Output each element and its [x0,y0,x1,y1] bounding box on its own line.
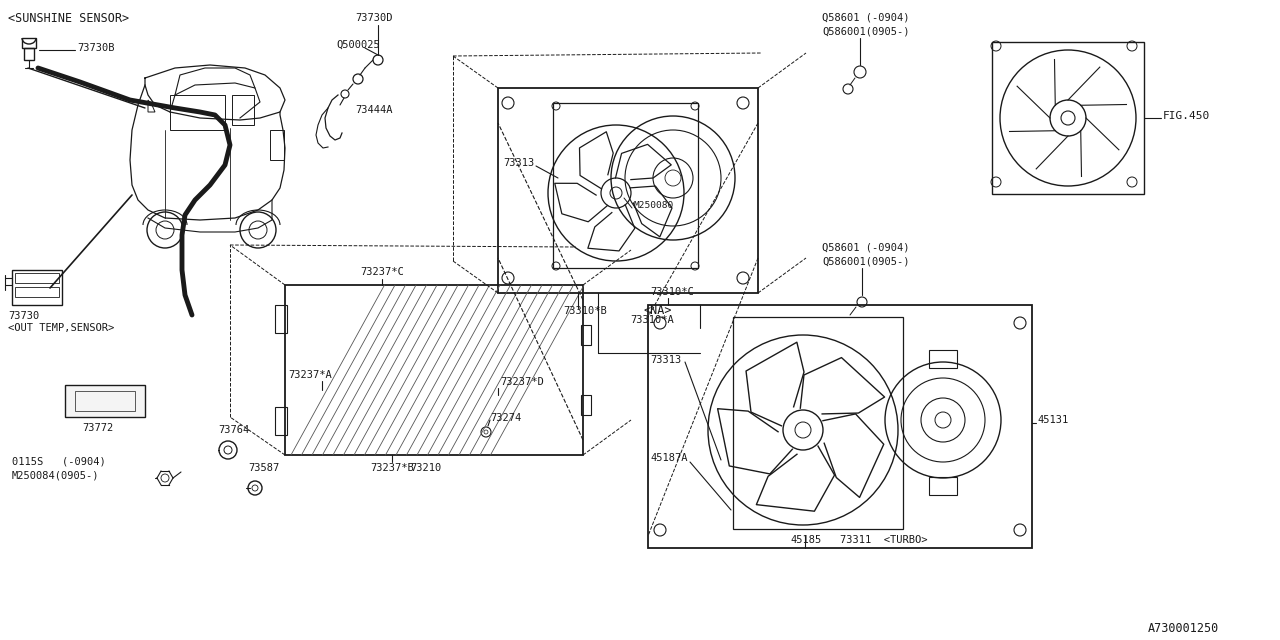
Text: M250084(0905-): M250084(0905-) [12,470,100,480]
Text: 45185: 45185 [790,535,822,545]
Bar [275,305,287,333]
Bar [553,103,698,268]
Text: Q58601 (-0904): Q58601 (-0904) [822,243,910,253]
Text: 73237*A: 73237*A [288,370,332,380]
Bar [498,88,758,293]
Text: <OUT TEMP,SENSOR>: <OUT TEMP,SENSOR> [8,323,114,333]
Text: Q586001(0905-): Q586001(0905-) [822,257,910,267]
Bar [581,395,591,415]
Bar [12,270,61,305]
Text: 73237*B: 73237*B [370,463,413,473]
Text: <NA>: <NA> [643,305,672,317]
Text: 73764: 73764 [218,425,250,435]
Text: 73237*C: 73237*C [360,267,403,277]
Bar [285,285,582,455]
Text: 73237*D: 73237*D [500,377,544,387]
Bar [24,48,35,60]
Bar [275,407,287,435]
Text: 73274: 73274 [490,413,521,423]
Text: M250080: M250080 [634,200,675,209]
Text: 73313: 73313 [503,158,534,168]
Bar [929,477,957,495]
Text: 73772: 73772 [82,423,113,433]
Bar [65,385,145,417]
Text: 73730B: 73730B [77,43,114,53]
Text: 73444A: 73444A [355,105,393,115]
Text: 73313: 73313 [650,355,681,365]
Text: 73730: 73730 [8,311,40,321]
Text: Q500025: Q500025 [335,40,380,50]
Text: 45187A: 45187A [650,453,687,463]
Text: <SUNSHINE SENSOR>: <SUNSHINE SENSOR> [8,12,129,24]
Text: 73210: 73210 [410,463,442,473]
Text: 0115S   (-0904): 0115S (-0904) [12,457,106,467]
Bar [581,325,591,345]
Text: Q586001(0905-): Q586001(0905-) [822,27,910,37]
Bar [15,273,59,283]
Text: 73310*A: 73310*A [630,315,673,325]
Bar [992,42,1144,194]
Bar [270,130,284,160]
Text: A730001250: A730001250 [1148,621,1220,634]
Bar [232,95,253,125]
Bar [929,350,957,368]
Bar [15,287,59,297]
Text: Q58601 (-0904): Q58601 (-0904) [822,13,910,23]
Text: FIG.450: FIG.450 [1164,111,1211,121]
Bar [22,38,36,48]
Text: 73587: 73587 [248,463,279,473]
Text: 73310*C: 73310*C [650,287,694,297]
Text: 73311  <TURBO>: 73311 <TURBO> [840,535,928,545]
Bar [76,391,134,411]
Bar [733,317,902,529]
Text: 73310*B: 73310*B [563,306,607,316]
Bar [648,305,1032,548]
Text: 73730D: 73730D [355,13,393,23]
Bar [170,95,225,130]
Text: 45131: 45131 [1037,415,1069,425]
